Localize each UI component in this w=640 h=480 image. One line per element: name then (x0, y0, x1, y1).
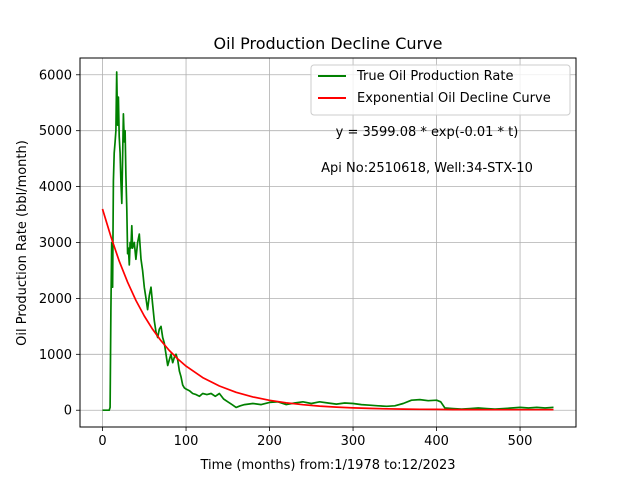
x-axis-title: Time (months) from:1/1978 to:12/2023 (199, 458, 455, 473)
legend: True Oil Production Rate Exponential Oil… (310, 64, 571, 116)
y-tick-label: 0 (64, 404, 72, 419)
well-annotation: Api No:2510618, Well:34-STX-10 (321, 161, 533, 176)
legend-label-decline-curve: Exponential Oil Decline Curve (357, 91, 551, 106)
exponential-decline-line (101, 208, 554, 411)
x-tick-label: 0 (98, 434, 106, 449)
true-production-line (102, 71, 554, 412)
legend-box (310, 64, 571, 116)
equation-annotation: y = 3599.08 * exp(-0.01 * t) (336, 125, 519, 140)
x-tick-label: 500 (508, 434, 533, 449)
x-tick-label: 400 (424, 434, 449, 449)
axis-ticks: 0 100 200 300 400 500010002000300040005000600… (39, 68, 533, 449)
y-tick-label: 3000 (39, 236, 72, 251)
x-tick-label: 100 (174, 434, 199, 449)
y-tick-label: 2000 (39, 292, 72, 307)
chart-title: Oil Production Decline Curve (214, 34, 443, 53)
y-axis-title: Oil Production Rate (bbl/month) (15, 140, 30, 346)
legend-label-true-production: True Oil Production Rate (356, 69, 513, 84)
y-tick-label: 1000 (39, 348, 72, 363)
y-tick-label: 6000 (39, 68, 72, 83)
y-tick-label: 4000 (39, 180, 72, 195)
x-tick-label: 300 (341, 434, 366, 449)
x-tick-label: 200 (257, 434, 282, 449)
y-tick-label: 5000 (39, 124, 72, 139)
series-layer (101, 71, 554, 412)
